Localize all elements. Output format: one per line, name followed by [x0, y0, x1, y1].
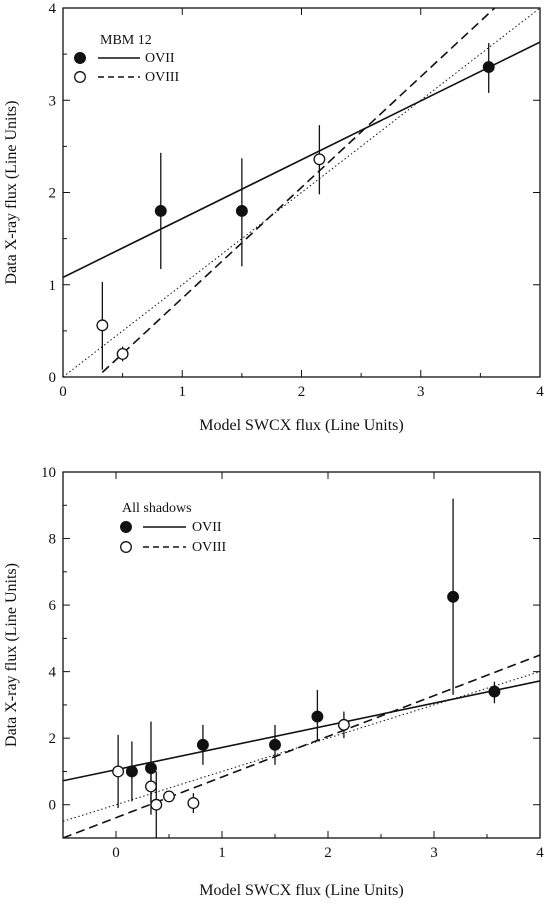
- ovii-data-point: [125, 765, 138, 778]
- ovii-data-point: [235, 204, 248, 217]
- y-tick-label: 6: [49, 598, 57, 614]
- plot-frame: [62, 471, 541, 839]
- oviii-data-point: [163, 790, 175, 803]
- ovii-data-point: [447, 590, 460, 603]
- legend-marker-open: [74, 71, 86, 83]
- x-tick-label: 0: [112, 845, 120, 861]
- oviii-data-point: [145, 780, 157, 793]
- x-tick-label: 3: [417, 384, 425, 400]
- x-tick-label: 2: [324, 845, 332, 861]
- legend-marker-filled: [120, 521, 132, 533]
- y-tick-label: 0: [49, 370, 57, 386]
- y-tick-label: 2: [49, 731, 57, 747]
- x-tick-label: 0: [59, 384, 67, 400]
- legend-marker-filled: [74, 52, 86, 64]
- ovii-data-point: [488, 685, 501, 698]
- y-tick-label: 8: [49, 532, 57, 548]
- y-tick-label: 3: [49, 93, 57, 109]
- y-tick-label: 0: [49, 798, 57, 814]
- x-tick-label: 4: [536, 845, 544, 861]
- legend-title: MBM 12: [100, 33, 152, 48]
- chart-panel-1: 0 1 2 3 4 0 1 2 3 4 Model SWCX flux (Line Units) Da…: [3, 1, 544, 434]
- legend-label: OVIII: [145, 70, 180, 85]
- oviii-data-point: [187, 797, 200, 810]
- x-axis-label: Model SWCX flux (Line Units): [199, 417, 403, 434]
- y-axis-label: Data X-ray flux (Line Units): [3, 101, 20, 285]
- x-tick-label: 4: [536, 384, 544, 400]
- legend-label: OVIII: [192, 540, 227, 555]
- oviii-fit-line: [101, 8, 496, 373]
- legend: MBM 12 OVII OVIII: [74, 33, 180, 85]
- oviii-fit-line: [63, 654, 540, 838]
- one-to-one-line: [63, 8, 540, 377]
- oviii-data-point: [313, 153, 326, 166]
- y-tick-label: 10: [41, 465, 56, 481]
- ovii-data-point: [154, 204, 167, 217]
- oviii-data-point: [96, 319, 109, 332]
- x-tick-label: 3: [430, 845, 438, 861]
- x-tick-label: 2: [298, 384, 306, 400]
- legend-label: OVII: [145, 51, 175, 66]
- ovii-data-point: [196, 738, 209, 751]
- ovii-data-point: [482, 61, 495, 73]
- ovii-fit-line: [63, 680, 540, 782]
- x-axis-label: Model SWCX flux (Line Units): [199, 882, 403, 899]
- oviii-data-point: [337, 718, 350, 731]
- legend-label: OVII: [192, 520, 222, 535]
- ovii-data-point: [269, 738, 281, 751]
- legend-title: All shadows: [122, 501, 192, 516]
- y-axis-label: Data X-ray flux (Line Units): [3, 563, 20, 747]
- y-tick-label: 1: [49, 278, 57, 294]
- oviii-data-point: [112, 765, 125, 778]
- legend-marker-open: [120, 541, 132, 553]
- ovii-fit-line: [63, 41, 540, 279]
- y-tick-label: 4: [49, 1, 57, 17]
- y-tick-label: 2: [49, 186, 57, 202]
- x-tick-label: 1: [179, 384, 187, 400]
- x-tick-label: 1: [218, 845, 226, 861]
- chart-panel-2: 0 1 2 3 4 0 2 4 6 8 10 Model SWCX flux (Line Units)…: [3, 465, 544, 899]
- ovii-data-point: [311, 710, 324, 723]
- oviii-data-point: [116, 347, 129, 360]
- y-tick-label: 4: [49, 665, 57, 681]
- oviii-data-point: [150, 798, 163, 811]
- one-to-one-line: [63, 671, 540, 822]
